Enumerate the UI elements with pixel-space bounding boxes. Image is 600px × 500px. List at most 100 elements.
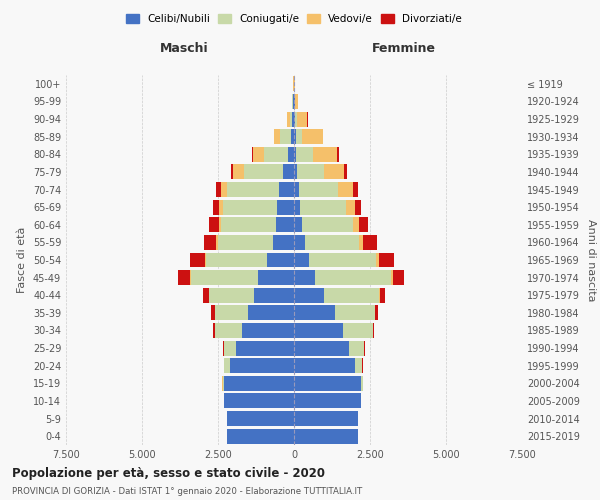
Bar — [294, 112, 295, 126]
Bar — [344, 164, 347, 180]
Bar — [315, 270, 391, 285]
Legend: Celibi/Nubili, Coniugati/e, Vedovi/e, Divorziati/e: Celibi/Nubili, Coniugati/e, Vedovi/e, Di… — [126, 14, 462, 24]
Bar — [292, 112, 294, 126]
Bar — [294, 358, 355, 373]
Bar — [254, 288, 294, 302]
Bar — [313, 147, 337, 162]
Bar — [359, 218, 368, 232]
Bar — [305, 235, 359, 250]
Bar — [190, 252, 205, 268]
Bar — [227, 411, 294, 426]
Bar — [205, 252, 206, 268]
Bar — [302, 218, 353, 232]
Bar — [296, 129, 302, 144]
Bar — [214, 323, 215, 338]
Bar — [300, 200, 346, 214]
Bar — [294, 428, 358, 444]
Text: Popolazione per età, sesso e stato civile - 2020: Popolazione per età, sesso e stato civil… — [12, 468, 325, 480]
Bar — [190, 270, 191, 285]
Bar — [219, 200, 223, 214]
Bar — [287, 112, 290, 126]
Bar — [294, 182, 299, 197]
Bar — [266, 252, 294, 268]
Bar — [295, 112, 297, 126]
Bar — [335, 306, 374, 320]
Bar — [216, 235, 218, 250]
Bar — [252, 147, 253, 162]
Bar — [221, 218, 276, 232]
Bar — [236, 340, 294, 355]
Bar — [224, 358, 230, 373]
Bar — [211, 306, 215, 320]
Bar — [273, 235, 294, 250]
Bar — [295, 94, 298, 109]
Bar — [393, 270, 404, 285]
Bar — [276, 218, 294, 232]
Bar — [325, 288, 379, 302]
Bar — [353, 218, 359, 232]
Bar — [325, 164, 344, 180]
Bar — [221, 182, 227, 197]
Bar — [214, 200, 219, 214]
Bar — [343, 323, 373, 338]
Bar — [349, 340, 364, 355]
Bar — [337, 147, 338, 162]
Bar — [231, 164, 233, 180]
Bar — [294, 411, 358, 426]
Bar — [209, 218, 218, 232]
Y-axis label: Fasce di età: Fasce di età — [17, 227, 27, 293]
Bar — [283, 164, 294, 180]
Bar — [346, 200, 355, 214]
Bar — [391, 270, 393, 285]
Bar — [338, 182, 353, 197]
Y-axis label: Anni di nascita: Anni di nascita — [586, 219, 596, 301]
Bar — [294, 252, 309, 268]
Bar — [223, 376, 224, 391]
Bar — [253, 147, 263, 162]
Bar — [294, 164, 297, 180]
Bar — [178, 270, 190, 285]
Bar — [294, 376, 361, 391]
Bar — [218, 218, 221, 232]
Bar — [215, 323, 242, 338]
Bar — [294, 340, 349, 355]
Bar — [204, 235, 216, 250]
Bar — [294, 235, 305, 250]
Bar — [299, 182, 338, 197]
Bar — [296, 147, 313, 162]
Bar — [227, 428, 294, 444]
Bar — [279, 182, 294, 197]
Bar — [376, 252, 379, 268]
Bar — [223, 340, 224, 355]
Bar — [257, 270, 294, 285]
Bar — [242, 323, 294, 338]
Bar — [233, 164, 244, 180]
Bar — [353, 182, 358, 197]
Bar — [294, 306, 335, 320]
Bar — [373, 323, 374, 338]
Bar — [294, 200, 300, 214]
Bar — [355, 200, 361, 214]
Bar — [292, 94, 293, 109]
Bar — [263, 147, 288, 162]
Bar — [203, 288, 209, 302]
Bar — [361, 376, 363, 391]
Bar — [294, 323, 343, 338]
Bar — [244, 164, 283, 180]
Text: Femmine: Femmine — [371, 42, 436, 54]
Bar — [227, 182, 279, 197]
Bar — [294, 270, 315, 285]
Bar — [206, 252, 266, 268]
Bar — [363, 235, 377, 250]
Bar — [375, 306, 378, 320]
Bar — [309, 252, 376, 268]
Bar — [274, 129, 280, 144]
Bar — [379, 252, 394, 268]
Bar — [230, 358, 294, 373]
Bar — [294, 129, 296, 144]
Bar — [224, 394, 294, 408]
Bar — [359, 235, 363, 250]
Bar — [380, 288, 385, 302]
Bar — [277, 200, 294, 214]
Bar — [218, 235, 273, 250]
